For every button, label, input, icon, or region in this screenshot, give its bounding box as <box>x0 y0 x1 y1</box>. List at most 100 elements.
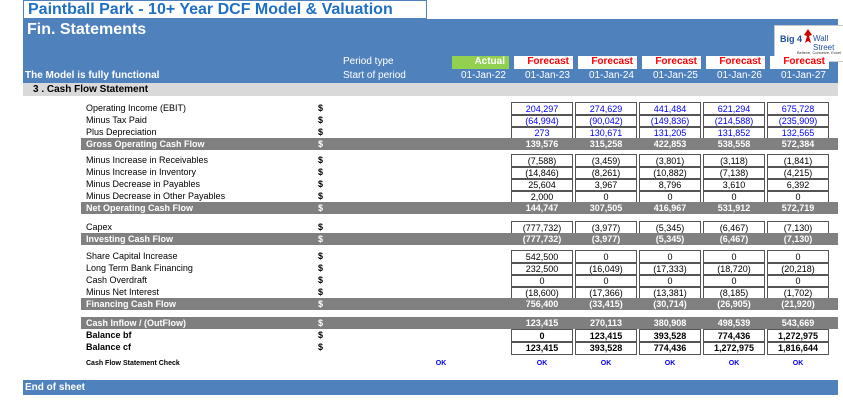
cell-value: 393,528 <box>575 341 637 355</box>
period-type-forecast-3: Forecast <box>642 56 701 69</box>
cell-value: 123,415 <box>575 329 637 343</box>
table-row: Minus Decrease in Other Payables $2,000 0 0… <box>23 190 838 204</box>
total-band <box>81 317 838 329</box>
total-band <box>81 233 838 245</box>
cell-value: (20,218) <box>767 262 829 276</box>
row-label: Net Operating Cash Flow <box>86 203 194 213</box>
logo: Big 4 Wall Street Believe, Conceive, Exc… <box>774 25 843 62</box>
date-label: 01-Jan-23 <box>524 70 570 81</box>
table-row: Cash Inflow / (OutFlow) $123,415 270,113 38… <box>23 317 838 329</box>
table-row: Minus Tax Paid $ (64,994) (90,042) (149,836)… <box>23 114 838 128</box>
cell-value: 756,400 <box>525 299 559 309</box>
row-label: Balance cf <box>86 342 132 352</box>
date-label: 01-Jan-26 <box>716 70 762 81</box>
logo-tagline: Believe, Conceive, Excel <box>797 50 842 55</box>
row-label: Minus Increase in Receivables <box>86 155 209 165</box>
period-type-forecast-2: Forecast <box>578 56 637 69</box>
currency-symbol: $ <box>318 299 324 309</box>
cell-value: 3,610 <box>703 178 765 192</box>
currency-symbol: $ <box>318 127 324 137</box>
table-row: Net Operating Cash Flow $144,747 307,505 41… <box>23 202 838 214</box>
cell-value: 0 <box>511 274 573 288</box>
row-label: Investing Cash Flow <box>86 234 174 244</box>
table-row: Share Capital Increase $542,500 0 0 0 0 <box>23 250 838 264</box>
cell-value: (3,801) <box>639 154 701 168</box>
page-title: Paintball Park - 10+ Year DCF Model & Va… <box>28 1 393 18</box>
cell-value: 0 <box>511 329 573 343</box>
cell-value: 123,415 <box>525 318 559 328</box>
check-label: Cash Flow Statement Check <box>86 360 180 367</box>
cell-value: (7,588) <box>511 154 573 168</box>
table-row: Balance cf $123,415 393,528 774,436 1,272,97… <box>23 341 838 355</box>
cell-value: 416,967 <box>653 203 687 213</box>
cell-value: 0 <box>575 274 637 288</box>
cell-value: 774,436 <box>639 341 701 355</box>
footer: End of sheet <box>23 380 838 395</box>
period-type-forecast-5: Forecast <box>770 56 829 69</box>
start-period-label: Start of period <box>343 70 406 81</box>
row-label: Minus Decrease in Payables <box>86 179 201 189</box>
cell-value: (214,588) <box>703 114 765 128</box>
cell-value: (64,994) <box>511 114 573 128</box>
currency-symbol: $ <box>318 155 324 165</box>
check-ok: OK <box>435 360 447 367</box>
cell-value: (33,415) <box>589 299 623 309</box>
cell-value: 572,384 <box>781 139 815 149</box>
table-row: Balance bf $0 123,415 393,528 774,436 1,272,9… <box>23 329 838 343</box>
currency-symbol: $ <box>318 234 324 244</box>
row-label: Operating Income (EBIT) <box>86 103 187 113</box>
cell-value: 0 <box>703 274 765 288</box>
currency-symbol: $ <box>318 330 324 340</box>
cell-value: 1,272,975 <box>767 329 829 343</box>
cell-value: (26,905) <box>717 299 751 309</box>
cell-value: 1,816,644 <box>767 341 829 355</box>
check-ok: OK <box>536 360 548 367</box>
row-label: Gross Operating Cash Flow <box>86 139 205 149</box>
table-row: Minus Net Interest $ (18,600) (17,366) (13,3… <box>23 286 838 300</box>
total-band <box>81 202 838 214</box>
row-label: Balance bf <box>86 330 132 340</box>
cell-value: (14,846) <box>511 166 573 180</box>
cell-value: 0 <box>639 250 701 264</box>
currency-symbol: $ <box>318 251 324 261</box>
date-label: 01-Jan-22 <box>460 70 506 81</box>
check-ok: OK <box>728 360 740 367</box>
cell-value: 543,669 <box>781 318 815 328</box>
cell-value: 572,719 <box>781 203 815 213</box>
cell-value: (777,732) <box>522 234 562 244</box>
cell-value: (149,836) <box>639 114 701 128</box>
row-label: Financing Cash Flow <box>86 299 177 309</box>
currency-symbol: $ <box>318 342 324 352</box>
cell-value: (6,467) <box>719 234 749 244</box>
cell-value: 422,853 <box>653 139 687 149</box>
table-row: Long Term Bank Financing $232,500 (16,049)… <box>23 262 838 276</box>
period-type-actual: Actual <box>452 56 509 69</box>
cell-value: 0 <box>767 250 829 264</box>
sheet-subtitle: Fin. Statements <box>27 21 147 38</box>
currency-symbol: $ <box>318 191 324 201</box>
cell-value: (16,049) <box>575 262 637 276</box>
cell-value: (17,333) <box>639 262 701 276</box>
row-label: Cash Inflow / (OutFlow) <box>86 318 186 328</box>
cell-value: (4,215) <box>767 166 829 180</box>
date-label: 01-Jan-25 <box>652 70 698 81</box>
cell-value: 441,484 <box>639 102 701 116</box>
row-label: Minus Net Interest <box>86 287 160 297</box>
row-label: Long Term Bank Financing <box>86 263 193 273</box>
period-type-forecast-4: Forecast <box>706 56 765 69</box>
cell-value: (3,977) <box>591 234 621 244</box>
table-row: Financing Cash Flow $756,400 (33,415) (30,7… <box>23 298 838 310</box>
cell-value: 0 <box>767 274 829 288</box>
period-type-forecast-1: Forecast <box>514 56 573 69</box>
cell-value: (7,130) <box>783 234 813 244</box>
cell-value: 139,576 <box>525 139 559 149</box>
cell-value: 0 <box>575 250 637 264</box>
cell-value: 498,539 <box>717 318 751 328</box>
table-row: Gross Operating Cash Flow $139,576 315,258… <box>23 138 838 150</box>
row-label: Cash Overdraft <box>86 275 148 285</box>
table-row: Plus Depreciation $273 130,671 131,205 131,8… <box>23 126 838 140</box>
cell-value: 144,747 <box>525 203 559 213</box>
row-label: Minus Increase in Inventory <box>86 167 197 177</box>
cell-value: (30,714) <box>653 299 687 309</box>
row-label: Plus Depreciation <box>86 127 157 137</box>
